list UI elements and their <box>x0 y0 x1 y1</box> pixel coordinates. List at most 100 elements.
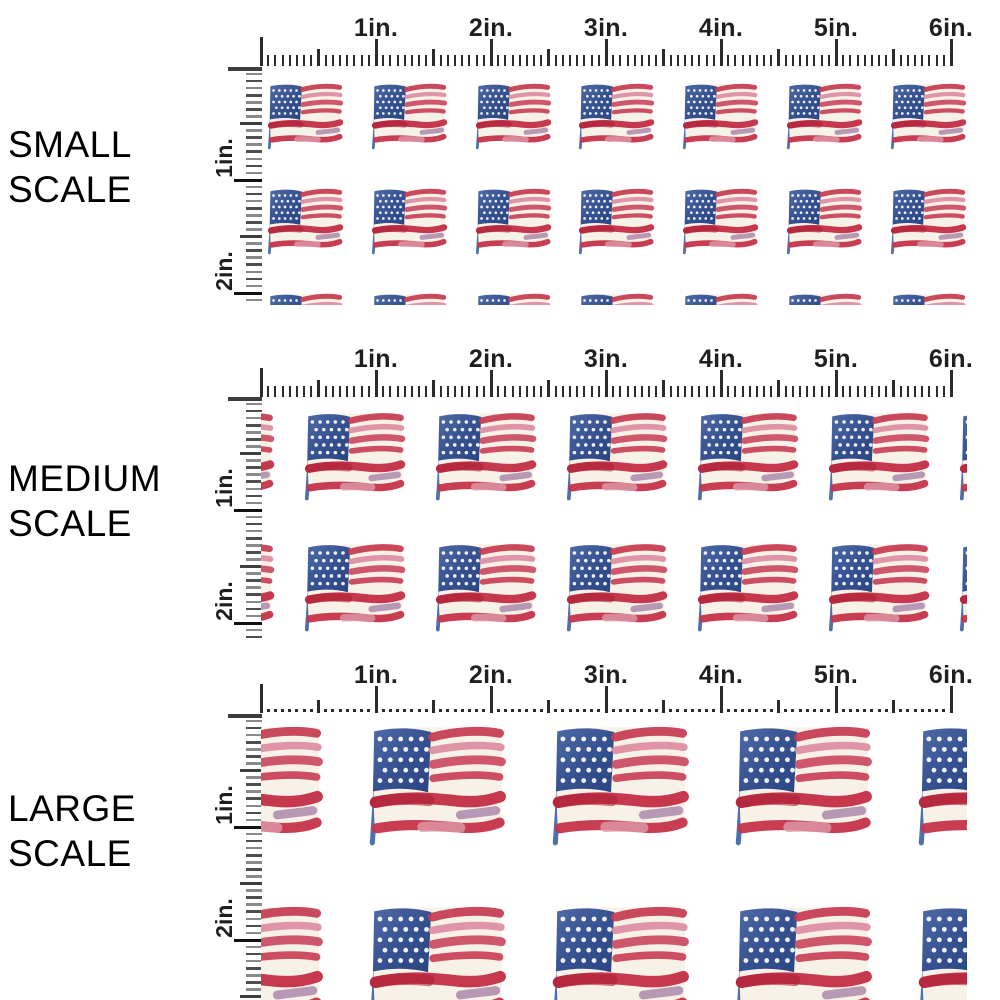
ruler-tick-minor <box>346 386 349 397</box>
ruler-tick-minor <box>295 55 298 66</box>
ruler-tick-minor <box>583 386 586 397</box>
ruler-tick-minor <box>246 249 262 252</box>
ruler-tick-zero <box>228 714 262 718</box>
american-flag-motif <box>908 900 967 1000</box>
ruler-tick-minor-dot <box>597 709 601 712</box>
ruler-tick-minor <box>561 386 564 397</box>
ruler-tick-half <box>662 49 665 66</box>
american-flag-motif <box>677 290 761 305</box>
ruler-tick-minor <box>518 55 521 66</box>
ruler-tick-minor <box>389 55 392 66</box>
ruler-tick-minor-dot <box>503 709 507 712</box>
ruler-tick-minor <box>784 55 787 66</box>
ruler-tick-minor <box>942 55 945 66</box>
ruler-tick-minor <box>597 386 600 397</box>
ruler-tick-minor <box>576 55 579 66</box>
large-flag-pattern <box>261 717 967 1000</box>
ruler-tick-minor <box>246 776 262 779</box>
american-flag-motif <box>470 290 554 305</box>
ruler-tick-minor <box>705 386 708 397</box>
ruler-tick-minor <box>246 614 262 618</box>
ruler-tick-minor <box>246 959 262 963</box>
american-flag-motif <box>428 408 540 501</box>
ruler-tick-minor-dot <box>331 709 335 712</box>
american-flag-motif <box>262 290 346 305</box>
ruler-tick-minor <box>389 386 392 397</box>
ruler-tick-minor-dot <box>654 709 658 712</box>
ruler-tick-minor-dot <box>352 709 356 712</box>
american-flag-motif <box>677 185 761 255</box>
ruler-tick-half <box>240 452 262 455</box>
ruler-tick-minor <box>669 55 672 66</box>
american-flag-motif <box>573 80 657 150</box>
ruler-tick-minor <box>274 386 277 397</box>
ruler-tick-minor <box>439 55 442 66</box>
ruler-tick-minor <box>712 386 715 397</box>
ruler-tick-minor <box>885 386 888 397</box>
american-flag-motif <box>470 80 554 150</box>
ruler-tick-minor <box>633 55 636 66</box>
ruler-tick-minor <box>655 386 658 397</box>
ruler-tick-minor <box>619 386 622 397</box>
ruler-tick-minor <box>935 386 938 397</box>
ruler-tick-minor <box>626 55 629 66</box>
small-scale-label-line2: SCALE <box>8 169 132 210</box>
ruler-inch-label: 1in. <box>353 345 399 373</box>
ruler-inch-label-vertical: 1in. <box>211 138 237 178</box>
ruler-tick-minor-dot <box>690 709 694 712</box>
ruler-tick-minor <box>842 55 845 66</box>
ruler-tick-minor-dot <box>712 709 716 712</box>
ruler-inch-label: 3in. <box>583 14 629 42</box>
ruler-tick-half <box>317 49 320 66</box>
ruler-inch-label: 6in. <box>928 345 974 373</box>
ruler-tick-minor <box>246 459 262 462</box>
ruler-tick-minor <box>612 55 615 66</box>
ruler-tick-half <box>662 380 665 397</box>
ruler-tick-minor <box>921 386 924 397</box>
ruler-tick-minor-dot <box>568 709 572 712</box>
ruler-inch-label: 6in. <box>928 661 974 689</box>
ruler-tick-minor <box>246 115 262 118</box>
ruler-tick-minor <box>360 55 363 66</box>
ruler-tick-minor-dot <box>827 709 831 712</box>
ruler-tick-minor <box>246 494 262 498</box>
ruler-tick-minor <box>246 917 262 921</box>
ruler-tick-minor <box>799 386 802 397</box>
ruler-tick-minor <box>669 386 672 397</box>
ruler-tick-minor <box>676 55 679 66</box>
ruler-tick-minor <box>246 974 262 977</box>
ruler-tick-minor <box>468 386 471 397</box>
ruler-tick-minor-dot <box>496 709 500 712</box>
ruler-tick-minor <box>827 55 830 66</box>
ruler-tick-minor <box>310 55 313 66</box>
american-flag-motif <box>952 539 967 632</box>
ruler-tick-inch <box>234 621 262 625</box>
ruler-tick-minor <box>533 386 536 397</box>
ruler-tick-minor <box>246 846 262 850</box>
ruler-inch-label: 3in. <box>583 661 629 689</box>
ruler-tick-inch <box>234 178 262 182</box>
american-flag-motif <box>690 539 802 632</box>
ruler-tick-minor-dot <box>482 709 486 712</box>
ruler-tick-half <box>547 380 550 397</box>
ruler-tick-minor <box>246 593 262 597</box>
ruler-tick-minor <box>741 386 744 397</box>
ruler-tick-minor-dot <box>288 709 292 712</box>
american-flag-motif <box>359 720 511 847</box>
ruler-tick-half <box>892 49 895 66</box>
american-flag-motif <box>542 900 694 1000</box>
ruler-tick-minor-dot <box>683 709 687 712</box>
ruler-tick-minor <box>246 544 262 547</box>
ruler-tick-inch <box>719 39 723 66</box>
ruler-tick-minor <box>274 55 277 66</box>
ruler-tick-inch <box>489 39 493 66</box>
ruler-tick-minor <box>856 386 859 397</box>
ruler-tick-minor-dot <box>784 709 788 712</box>
ruler-tick-inch <box>604 686 608 713</box>
ruler-tick-minor-dot <box>870 709 874 712</box>
ruler-tick-minor <box>569 386 572 397</box>
ruler-tick-minor <box>791 386 794 397</box>
ruler-tick-minor <box>906 55 909 66</box>
ruler-tick-minor <box>741 55 744 66</box>
ruler-tick-minor <box>246 72 262 76</box>
